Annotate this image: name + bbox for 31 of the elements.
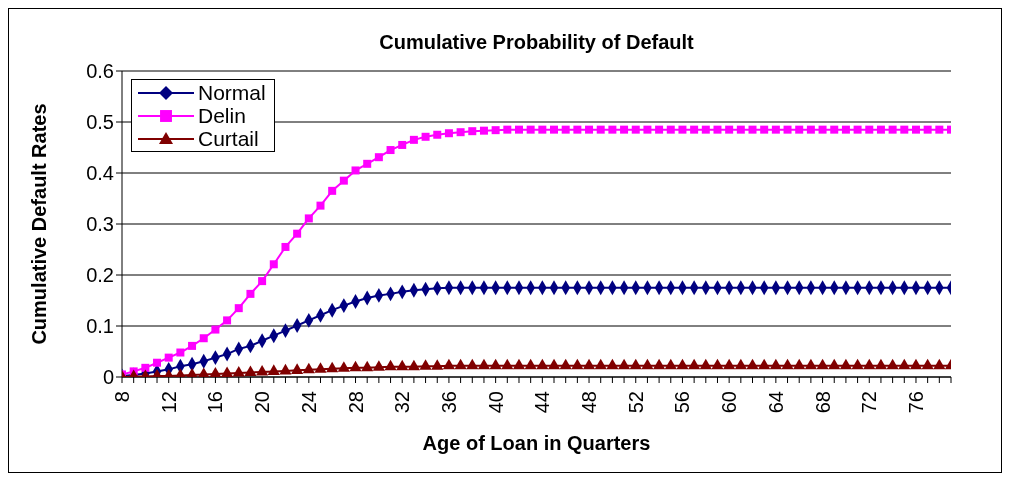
x-tick-label: 8 — [111, 391, 133, 403]
y-tick-label: 0.6 — [86, 60, 114, 83]
x-tick-label: 60 — [718, 391, 741, 414]
x-tick-label: 40 — [484, 391, 507, 414]
x-tick-label: 24 — [297, 391, 320, 414]
x-tick-label: 12 — [157, 391, 180, 414]
x-tick-label: 32 — [391, 391, 414, 414]
x-tick-label: 56 — [671, 391, 694, 414]
y-tick-label: 0 — [102, 366, 114, 389]
y-tick-label: 0.4 — [86, 162, 114, 185]
y-tick-label: 0.2 — [86, 264, 114, 287]
legend-label: Normal — [198, 81, 266, 104]
legend-label: Curtail — [198, 127, 259, 150]
y-tick-label: 0.5 — [86, 111, 114, 134]
x-tick-label: 36 — [437, 391, 460, 414]
x-tick-label: 48 — [578, 391, 601, 414]
y-axis-title: Cumulative Default Rates — [28, 103, 51, 345]
x-tick-label: 28 — [344, 391, 367, 414]
x-tick-label: 64 — [764, 391, 787, 414]
x-axis-title: Age of Loan in Quarters — [422, 432, 651, 454]
chart-title: Cumulative Probability of Default — [378, 31, 695, 54]
y-tick-label: 0.3 — [86, 213, 114, 236]
x-tick-label: 44 — [531, 391, 554, 414]
x-tick-label: 76 — [904, 391, 927, 414]
x-tick-label: 20 — [251, 391, 274, 414]
legend-label: Delin — [198, 104, 246, 127]
x-tick-label: 68 — [811, 391, 834, 414]
y-tick-label: 0.1 — [86, 315, 114, 338]
x-tick-label: 52 — [624, 391, 647, 414]
x-tick-label: 72 — [858, 391, 881, 414]
x-tick-label: 16 — [204, 391, 227, 414]
